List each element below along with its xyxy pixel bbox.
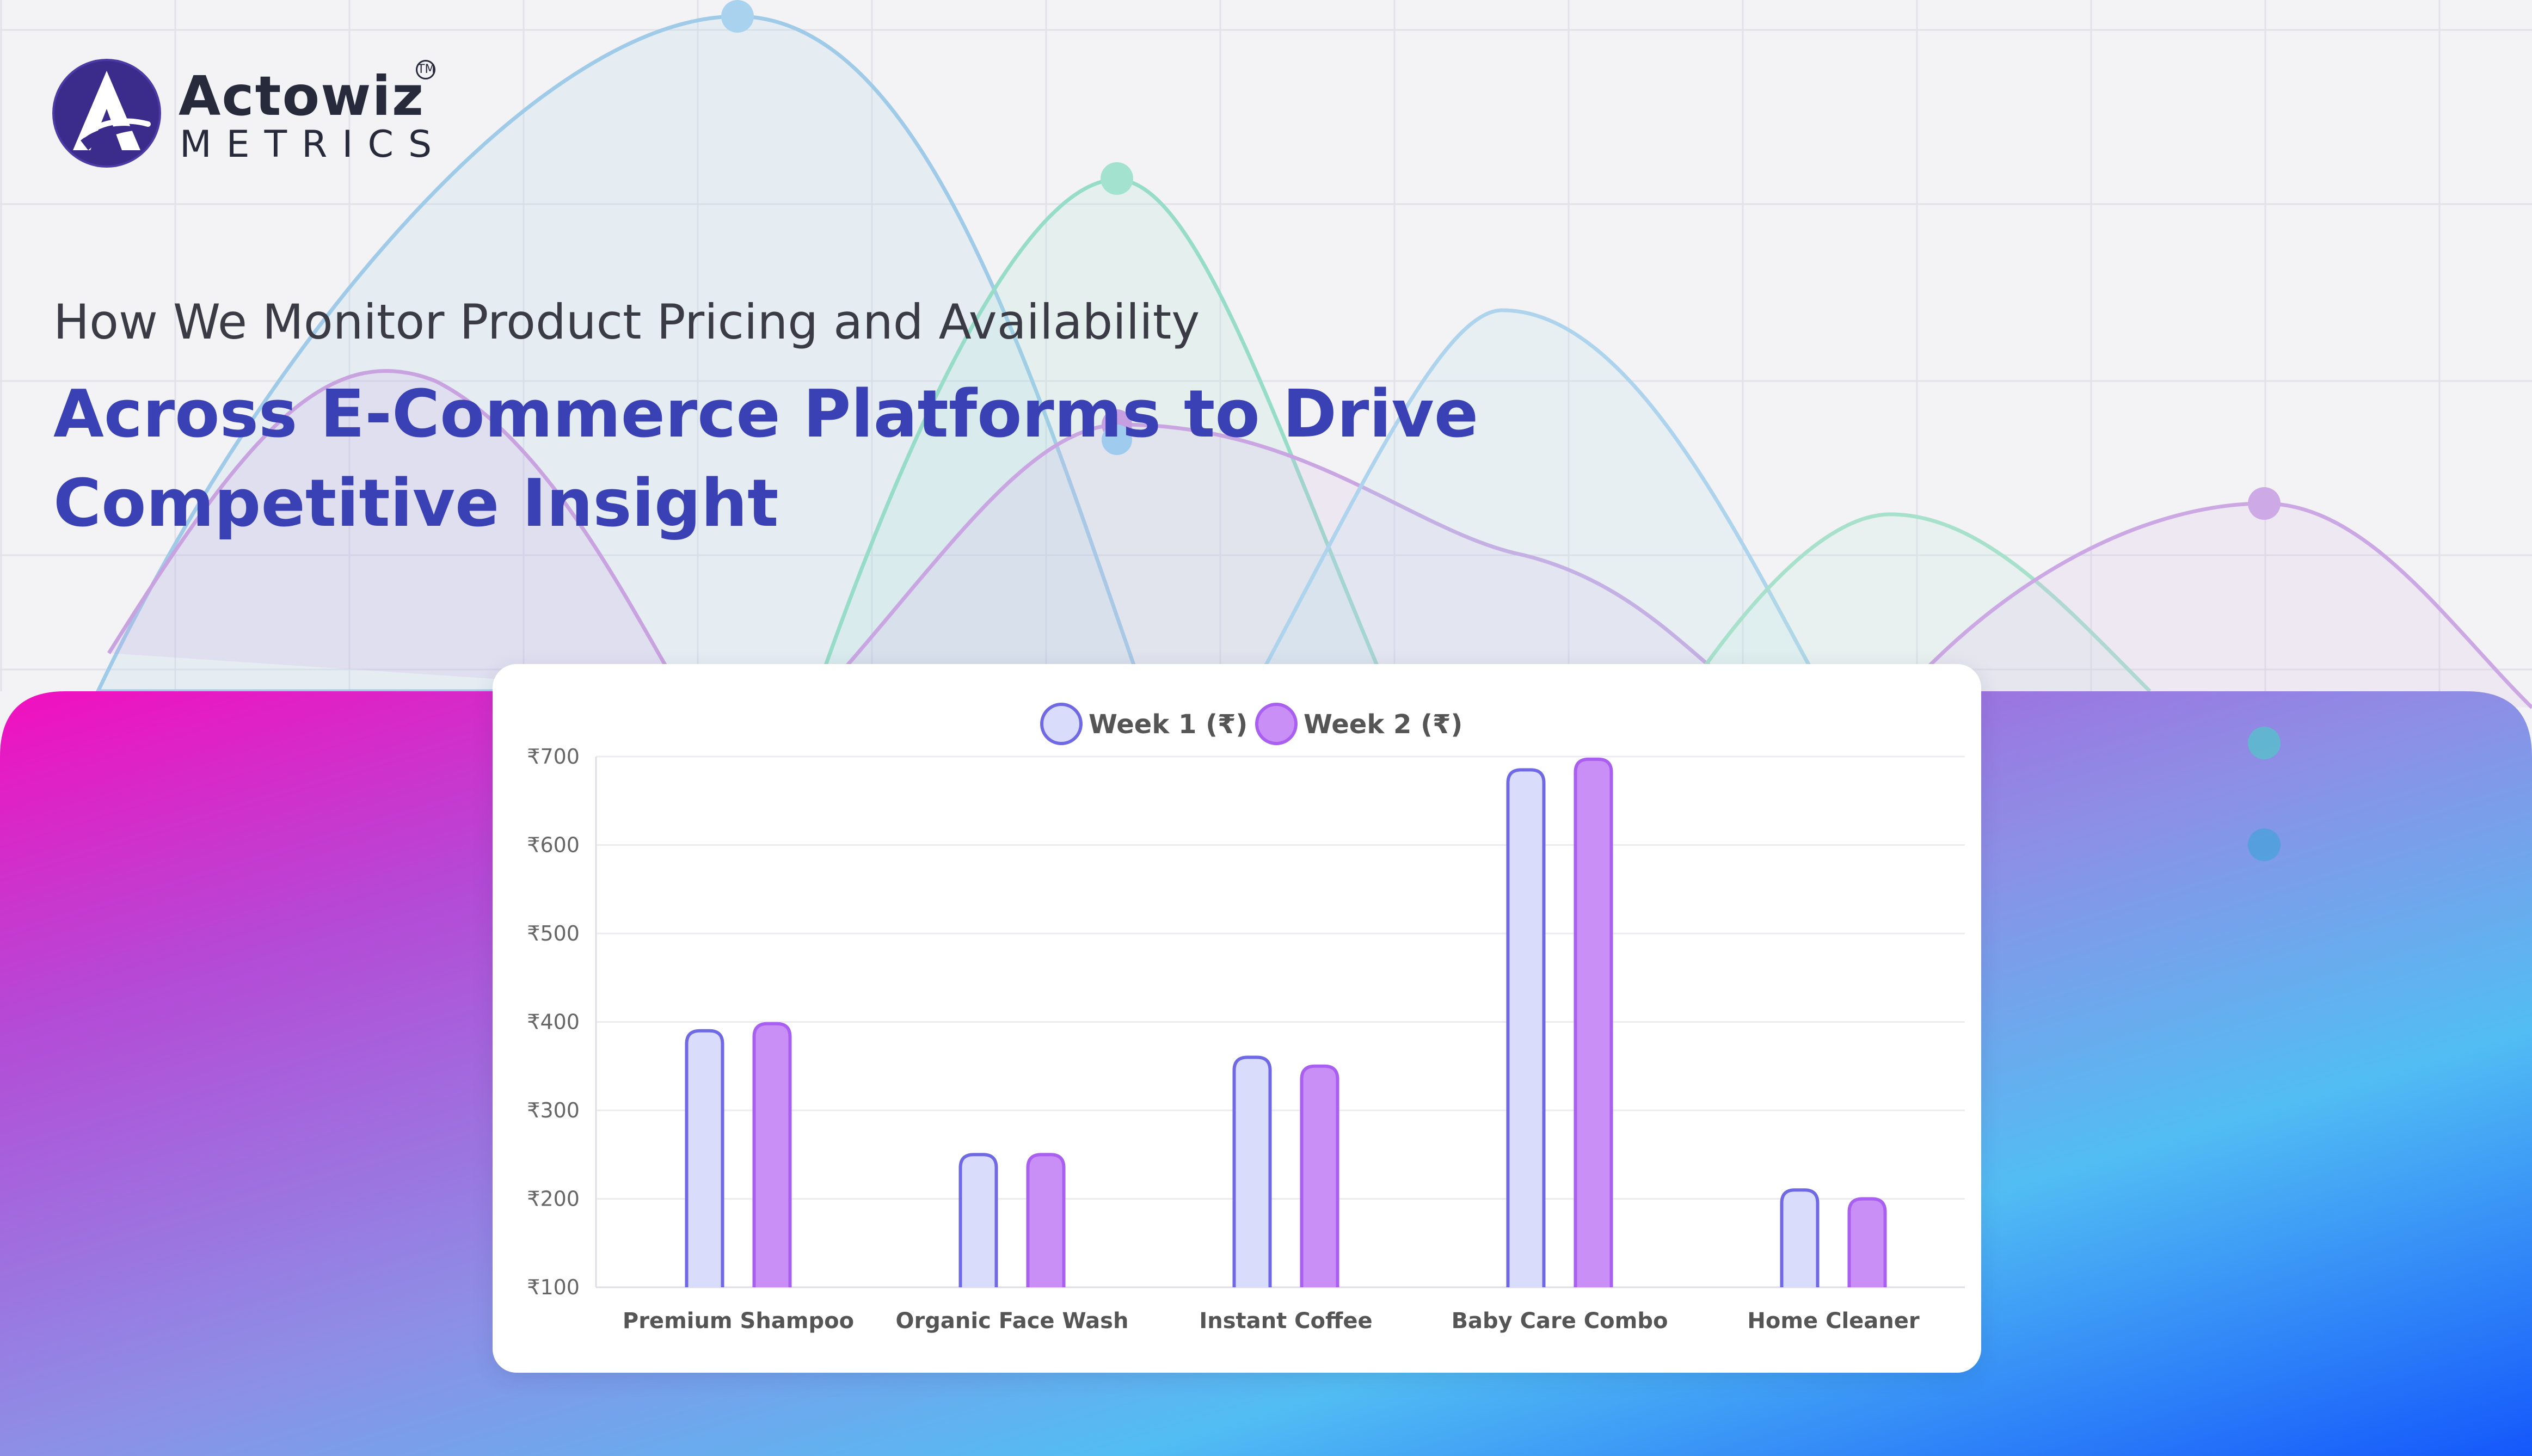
brand-logo[interactable]: Actowiz TM METRICS (52, 59, 444, 179)
bar-week2[interactable] (1847, 1197, 1887, 1288)
chart-gridlines (596, 755, 1965, 1288)
bar-week1[interactable] (1506, 768, 1546, 1287)
price-bar-chart: Week 1 (₹) Week 2 (₹) ₹100 ₹200 ₹300 ₹400 ₹50… (527, 703, 1965, 1334)
y-tick-label: ₹100 (527, 1275, 580, 1299)
x-category-label: Home Cleaner (1747, 1308, 1919, 1334)
bar-week1[interactable] (685, 1029, 724, 1287)
bar-week1[interactable] (1780, 1188, 1820, 1287)
x-category-label: Instant Coffee (1199, 1308, 1372, 1334)
bar-week2[interactable] (752, 1022, 792, 1287)
legend-swatch[interactable] (1040, 703, 1083, 745)
chart-card: Week 1 (₹) Week 2 (₹) ₹100 ₹200 ₹300 ₹400 ₹50… (493, 664, 1981, 1373)
bar-week2[interactable] (1574, 757, 1613, 1287)
x-category-label: Premium Shampoo (623, 1308, 854, 1334)
bar-week2[interactable] (1300, 1064, 1339, 1287)
bar-week1[interactable] (958, 1153, 998, 1287)
page-headline: Across E-Commerce Platforms to Drive Com… (53, 377, 1479, 542)
background-points (721, 0, 2281, 520)
actowiz-logo-icon (52, 59, 161, 168)
y-tick-label: ₹300 (527, 1098, 580, 1122)
trademark-badge: TM (416, 60, 435, 79)
legend-label[interactable]: Week 1 (₹) (1089, 709, 1247, 740)
x-category-label: Baby Care Combo (1452, 1308, 1668, 1334)
background-curves (95, 14, 2532, 709)
y-tick-label: ₹500 (527, 921, 580, 945)
brand-name: Actowiz (179, 64, 425, 128)
page-subtitle: How We Monitor Product Pricing and Avail… (53, 294, 1200, 350)
y-axis: ₹100 ₹200 ₹300 ₹400 ₹500 ₹600 ₹700 (527, 745, 1965, 1299)
brand-sub: METRICS (180, 123, 447, 166)
y-tick-label: ₹700 (527, 745, 580, 769)
y-tick-label: ₹600 (527, 833, 580, 857)
bar-week1[interactable] (1232, 1055, 1272, 1288)
y-tick-label: ₹400 (527, 1010, 580, 1034)
legend-label[interactable]: Week 2 (₹) (1304, 709, 1462, 740)
legend-swatch[interactable] (1255, 703, 1298, 745)
x-category-label: Organic Face Wash (896, 1308, 1129, 1334)
chart-legend: Week 1 (₹) Week 2 (₹) (1040, 703, 1462, 745)
bar-week2[interactable] (1026, 1153, 1066, 1287)
chart-bars (685, 757, 1887, 1288)
y-tick-label: ₹200 (527, 1187, 580, 1211)
x-axis: Premium Shampoo Organic Face Wash Instant … (623, 1308, 1920, 1334)
